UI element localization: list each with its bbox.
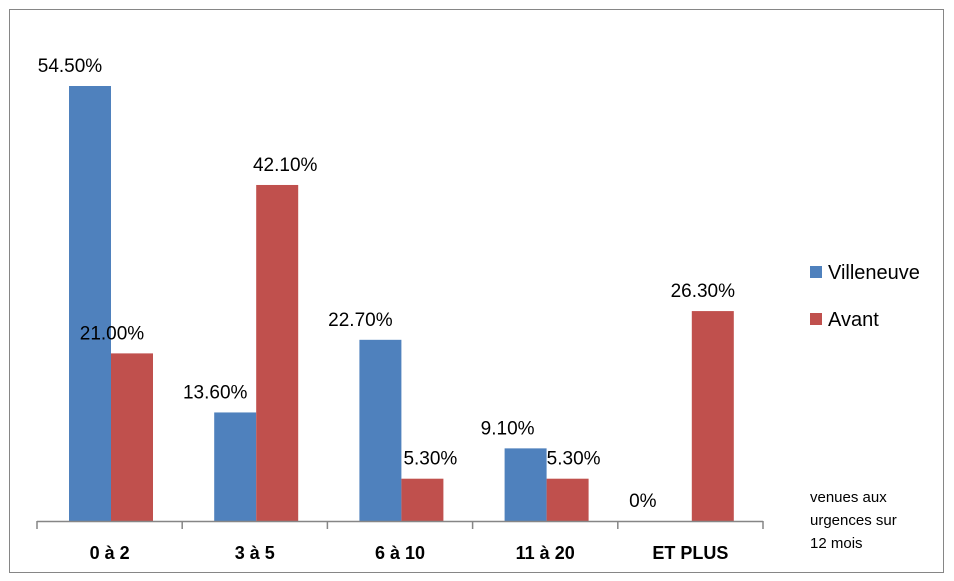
x-tick-label: ET PLUS [652,543,728,563]
x-tick-label: 11 à 20 [516,543,575,563]
bar-villeneuve-0 [69,86,111,521]
data-label-avant-2: 5.30% [403,449,457,470]
x-tick-label: 6 à 10 [375,543,425,563]
legend: Villeneuve Avant [810,262,920,331]
data-label-villeneuve-3: 9.10% [481,418,535,439]
bar-avant-4 [691,311,734,521]
legend-swatch-avant [810,313,822,325]
x-tick-label: 3 à 5 [235,543,275,563]
bar-villeneuve-3 [504,448,547,521]
axis-note: venues aux urgences sur 12 mois [810,489,897,552]
bars-layer [69,86,734,521]
axis-note-line: urgences sur [810,512,897,529]
legend-label-villeneuve: Villeneuve [828,262,920,284]
bar-villeneuve-2 [359,339,402,521]
data-label-villeneuve-0: 54.50% [38,56,103,77]
legend-swatch-villeneuve [810,266,822,278]
bar-villeneuve-1 [214,412,257,521]
data-labels: 54.50% 21.00% 13.60% 42.10% 22.70% 5.30% 9.10%… [38,56,735,512]
data-label-avant-3: 5.30% [547,449,601,470]
bar-avant-0 [111,353,153,521]
data-label-villeneuve-1: 13.60% [183,382,248,403]
axis-note-line: venues aux [810,489,887,506]
data-label-avant-1: 42.10% [253,155,318,176]
axis-note-line: 12 mois [810,535,863,552]
chart-border [9,9,944,573]
bar-avant-2 [401,478,444,521]
data-label-villeneuve-4: 0% [629,491,657,512]
data-label-villeneuve-2: 22.70% [328,310,393,331]
data-label-avant-4: 26.30% [671,281,736,302]
bar-avant-3 [546,478,589,521]
bar-avant-1 [256,184,299,521]
legend-label-avant: Avant [828,309,879,331]
x-axis: 0 à 2 3 à 5 6 à 10 11 à 20 ET PLUS [36,520,764,563]
x-tick-label: 0 à 2 [90,543,130,563]
data-label-avant-0: 21.00% [80,323,145,344]
